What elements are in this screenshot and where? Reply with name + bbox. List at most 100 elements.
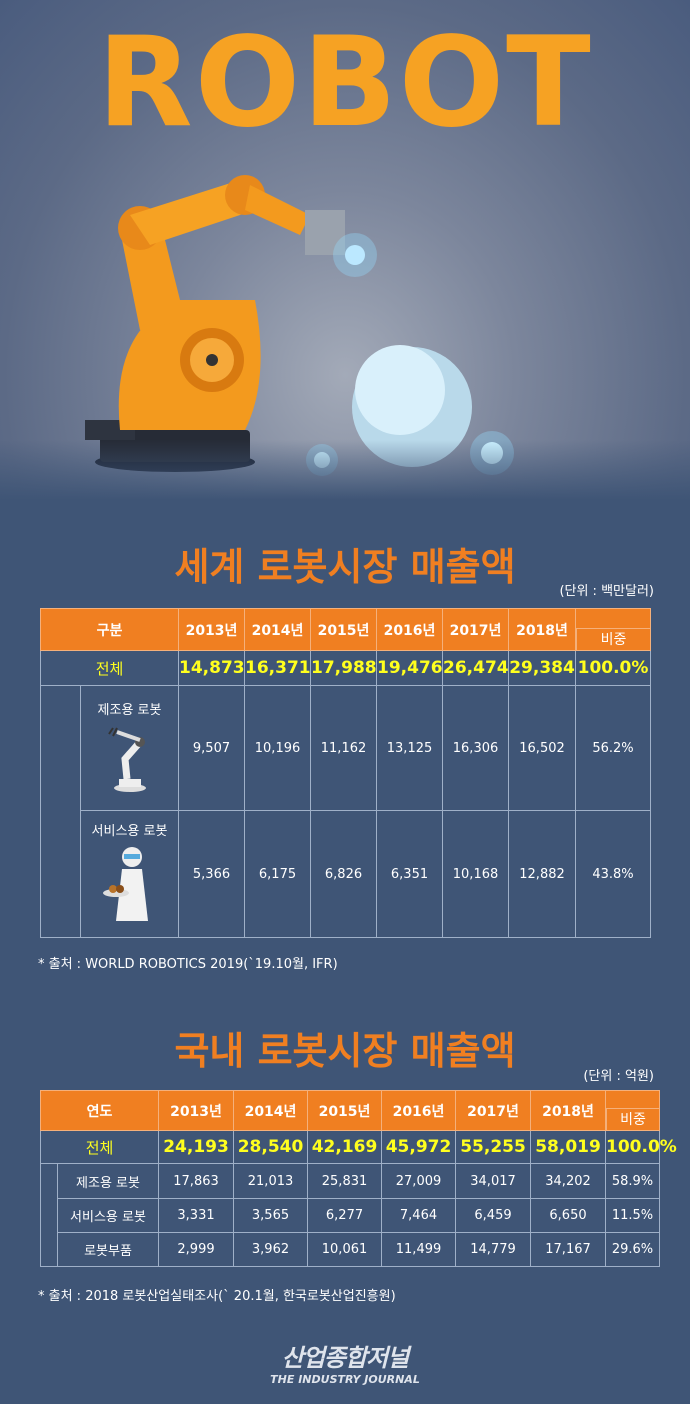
table-row: 서비스용 로봇 3,331 3,565 6,277 7,464 6,459 6,650 11.…	[41, 1198, 661, 1233]
row-label-cell: 제조용 로봇	[56, 1163, 160, 1199]
value-cell: 11.5%	[605, 1198, 661, 1233]
header-cell: 구분	[39, 608, 180, 651]
value-cell: 7,464	[381, 1198, 457, 1233]
domestic-source-note: * 출처 : 2018 로봇산업실태조사(` 20.1월, 한국로봇산업진흥원)	[38, 1289, 396, 1304]
value-cell: 34,017	[455, 1163, 532, 1199]
header-year-cell: 2016년	[376, 608, 444, 651]
publisher-logo: 산업종합저널 THE INDUSTRY JOURNAL	[0, 1338, 690, 1386]
value-cell: 16,502	[508, 685, 577, 811]
value-cell: 24,193	[158, 1130, 235, 1164]
robot-arm-illustration	[85, 175, 514, 476]
row-label-cell: 로봇부품	[56, 1232, 160, 1267]
header-ratio-cell: 비중	[575, 608, 652, 651]
value-cell: 5,366	[178, 810, 246, 938]
indent-cell	[40, 685, 81, 938]
value-cell: 2,999	[158, 1232, 235, 1267]
world-market-title: 세계 로봇시장 매출액	[174, 545, 516, 589]
value-cell: 100.0%	[575, 650, 652, 686]
value-cell: 6,175	[244, 810, 312, 938]
value-cell: 11,162	[310, 685, 378, 811]
header-year-cell: 2015년	[307, 1090, 383, 1131]
table-header-row: 연도 2013년 2014년 2015년 2016년 2017년 2018년 비중	[39, 1090, 661, 1131]
world-market-table: 구분 2013년 2014년 2015년 2016년 2017년 2018년 비중 전체 14,8…	[39, 608, 652, 938]
value-cell: 6,459	[455, 1198, 532, 1233]
row-label: 로봇부품	[84, 1244, 132, 1259]
table-row: 전체 24,193 28,540 42,169 45,972 55,255 58,019 10…	[39, 1130, 677, 1164]
value-cell: 10,168	[442, 810, 510, 938]
row-label: 서비스용 로봇	[70, 1210, 146, 1225]
row-label-cell: 서비스용 로봇	[56, 1198, 160, 1233]
table-row: 제조용 로봇 17,863 21,013 25,831 27,009 34,017 34,2…	[40, 1163, 661, 1267]
value-cell: 3,962	[233, 1232, 309, 1267]
value-cell: 27,009	[381, 1163, 457, 1199]
table-row: 서비스용 로봇 5,366 6,175 6,826 6,351 10,168 12,882 4…	[41, 810, 652, 938]
header-year-cell: 2014년	[244, 608, 312, 651]
domestic-market-title: 국내 로봇시장 매출액	[174, 1029, 516, 1073]
value-cell: 10,061	[307, 1232, 383, 1267]
service-robot-icon	[81, 845, 178, 929]
value-cell: 43.8%	[575, 810, 652, 938]
value-cell: 29.6%	[605, 1232, 661, 1267]
header-year-cell: 2013년	[178, 608, 246, 651]
logo-korean: 산업종합저널	[281, 1344, 409, 1372]
hero-title: ROBOT	[97, 11, 593, 155]
value-cell: 56.2%	[575, 685, 652, 811]
row-label-cell: 제조용 로봇	[79, 685, 180, 811]
value-cell: 6,650	[530, 1198, 607, 1233]
table-row: 전체 14,873 16,371 17,988 19,476 26,474 29,384 10…	[39, 650, 652, 686]
value-cell: 11,499	[381, 1232, 457, 1267]
value-cell: 10,196	[244, 685, 312, 811]
header-year-cell: 2018년	[530, 1090, 607, 1131]
header-year-cell: 2015년	[310, 608, 378, 651]
value-cell: 3,331	[158, 1198, 235, 1233]
header-year-cell: 2014년	[233, 1090, 309, 1131]
value-cell: 17,167	[530, 1232, 607, 1267]
value-cell: 13,125	[376, 685, 444, 811]
value-cell: 14,873	[178, 650, 246, 686]
value-cell: 16,306	[442, 685, 510, 811]
world-source-note: * 출처 : WORLD ROBOTICS 2019(`19.10월, IFR)	[38, 957, 338, 972]
row-label: 전체	[39, 650, 180, 686]
domestic-market-table: 연도 2013년 2014년 2015년 2016년 2017년 2018년 비중 전체 24,1…	[39, 1090, 677, 1267]
world-unit-label: (단위 : 백만달러)	[559, 584, 654, 599]
row-label: 제조용 로봇	[76, 1175, 140, 1191]
value-cell: 9,507	[178, 685, 246, 811]
header-cell: 연도	[39, 1090, 160, 1131]
value-cell: 42,169	[307, 1130, 383, 1164]
value-cell: 58.9%	[605, 1163, 661, 1199]
value-cell: 25,831	[307, 1163, 383, 1199]
value-cell: 55,255	[455, 1130, 532, 1164]
table-header-row: 구분 2013년 2014년 2015년 2016년 2017년 2018년 비중	[39, 608, 652, 651]
value-cell: 12,882	[508, 810, 577, 938]
value-cell: 17,988	[310, 650, 378, 686]
value-cell: 45,972	[381, 1130, 457, 1164]
value-cell: 19,476	[376, 650, 444, 686]
value-cell: 14,779	[455, 1232, 532, 1267]
indent-cell	[40, 1163, 58, 1267]
value-cell: 21,013	[233, 1163, 309, 1199]
header-year-cell: 2017년	[455, 1090, 532, 1131]
industrial-robot-icon	[81, 724, 178, 798]
table-row: 제조용 로봇 9,507 10,196 11,162 13,125 16,306 16,50…	[40, 685, 652, 938]
logo-english: THE INDUSTRY JOURNAL	[270, 1373, 420, 1386]
value-cell: 6,826	[310, 810, 378, 938]
table-row: 로봇부품 2,999 3,962 10,061 11,499 14,779 17,167 29…	[41, 1232, 661, 1267]
row-label: 제조용 로봇	[97, 702, 162, 718]
value-cell: 17,863	[158, 1163, 235, 1199]
value-cell: 6,351	[376, 810, 444, 938]
row-label-cell: 서비스용 로봇	[79, 810, 180, 938]
header-year-cell: 2016년	[381, 1090, 457, 1131]
row-label: 서비스용 로봇	[91, 823, 168, 839]
value-cell: 34,202	[530, 1163, 607, 1199]
header-year-cell: 2017년	[442, 608, 510, 651]
value-cell: 3,565	[233, 1198, 309, 1233]
value-cell: 6,277	[307, 1198, 383, 1233]
header-year-cell: 2018년	[508, 608, 577, 651]
hero-banner: ROBOT	[0, 0, 690, 500]
value-cell: 16,371	[244, 650, 312, 686]
header-year-cell: 2013년	[158, 1090, 235, 1131]
header-ratio-cell: 비중	[605, 1090, 661, 1131]
value-cell: 28,540	[233, 1130, 309, 1164]
value-cell: 26,474	[442, 650, 510, 686]
value-cell: 100.0%	[605, 1130, 677, 1164]
